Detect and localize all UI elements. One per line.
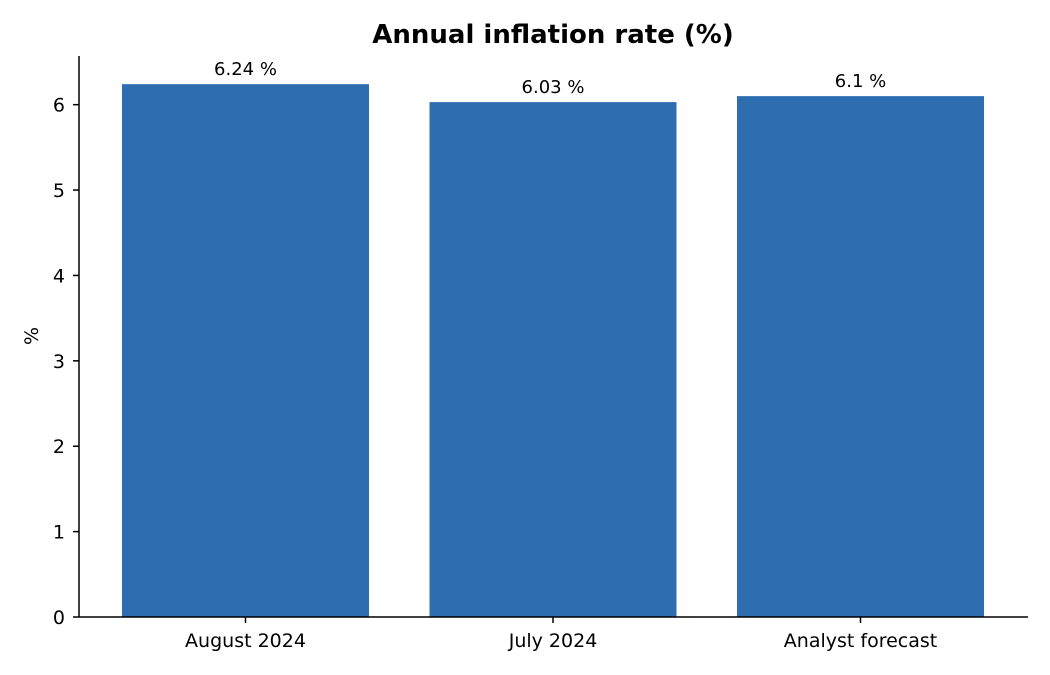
- bar: [122, 84, 369, 617]
- x-tick-label: July 2024: [508, 630, 598, 652]
- y-tick-label: 1: [53, 522, 65, 544]
- y-tick-label: 3: [53, 351, 65, 373]
- y-tick-label: 5: [53, 180, 65, 202]
- x-tick-label: August 2024: [185, 630, 306, 652]
- data-label: 6.03 %: [522, 77, 585, 98]
- y-axis: 0 1 2 3 4 5 6: [53, 56, 80, 629]
- bar: [737, 96, 984, 617]
- x-tick-label: Analyst forecast: [784, 630, 937, 652]
- y-axis-label: %: [21, 327, 43, 345]
- data-labels-layer: 6.24 % 6.03 % 6.1 %: [214, 59, 886, 98]
- chart-title: Annual inflation rate (%): [372, 20, 733, 50]
- y-tick-label: 2: [53, 436, 65, 458]
- y-tick-label: 0: [53, 607, 65, 629]
- data-label: 6.24 %: [214, 59, 277, 80]
- data-label: 6.1 %: [835, 71, 886, 92]
- y-tick-label: 4: [53, 265, 65, 287]
- bars-layer: [122, 84, 984, 617]
- y-tick-label: 6: [53, 95, 65, 117]
- bar: [429, 102, 677, 617]
- x-axis: August 2024 July 2024 Analyst forecast: [79, 616, 1028, 652]
